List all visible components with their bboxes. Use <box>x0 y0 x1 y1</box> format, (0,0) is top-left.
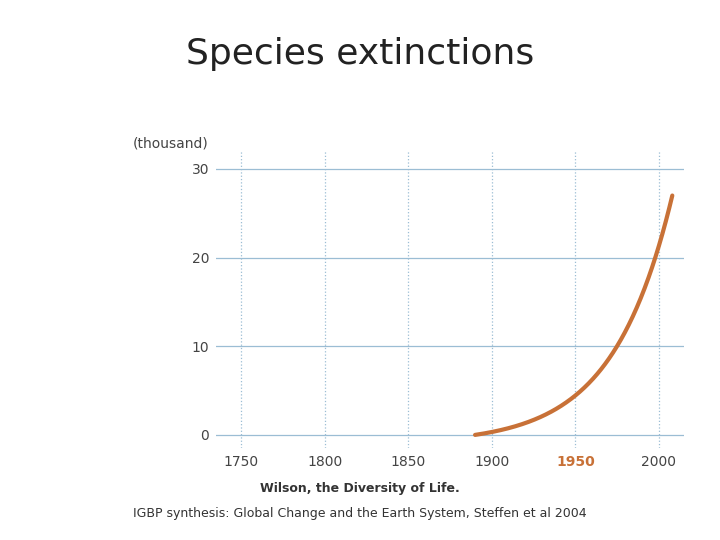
Text: Wilson, the Diversity of Life.: Wilson, the Diversity of Life. <box>260 482 460 495</box>
Text: Species extinctions: Species extinctions <box>186 37 534 71</box>
Text: IGBP synthesis: Global Change and the Earth System, Steffen et al 2004: IGBP synthesis: Global Change and the Ea… <box>133 507 587 519</box>
Text: (thousand): (thousand) <box>133 136 209 150</box>
